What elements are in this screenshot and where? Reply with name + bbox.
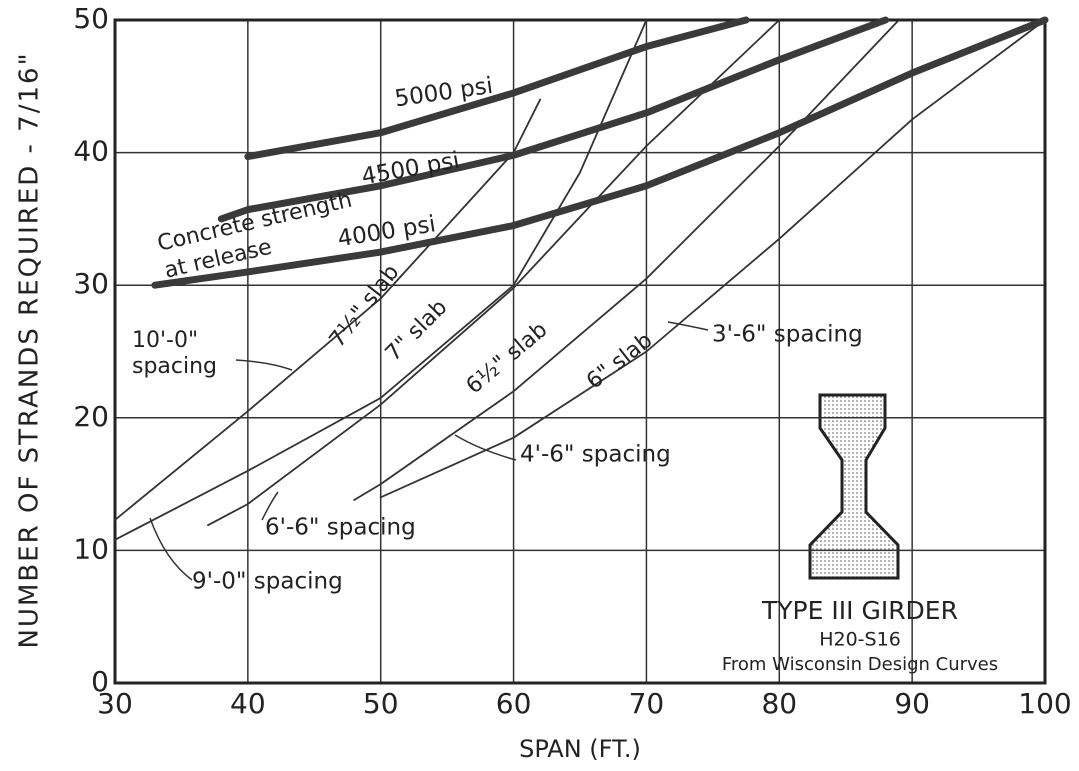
y-axis-title: NUMBER OF STRANDS REQUIRED - 7/16" [15,51,45,648]
series-label: 6'-6" spacing [265,515,416,541]
y-tick-label: 10 [73,532,109,565]
x-tick-label: 40 [230,687,266,720]
x-axis-title: SPAN (FT.) [519,735,641,763]
series-label: 4'-6" spacing [520,442,671,468]
series-label: 10'-0" spacing [132,328,237,380]
annotation: From Wisconsin Design Curves [722,654,998,675]
series-line [221,20,885,219]
y-tick-label: 0 [91,665,109,698]
y-tick-label: 30 [73,267,109,300]
x-tick-label: 70 [629,687,665,720]
series-label: 4500 psi [360,148,462,191]
y-tick-label: 40 [73,135,109,168]
y-tick-label: 20 [73,400,109,433]
y-tick-label: 50 [73,2,109,35]
x-tick-label: 50 [363,687,399,720]
chart: NUMBER OF STRANDS REQUIRED - 7/16" SPAN … [0,0,1079,771]
x-tick-label: 90 [894,687,930,720]
x-tick-label: 80 [761,687,797,720]
annotation: 7" slab [381,295,453,367]
x-tick-label: 60 [496,687,532,720]
page: NUMBER OF STRANDS REQUIRED - 7/16" SPAN … [0,0,1079,771]
series-label: 9'-0" spacing [192,569,343,595]
series-label: 3'-6" spacing [712,322,863,348]
x-tick-label: 100 [1018,687,1071,720]
annotation: TYPE III GIRDER [761,596,958,625]
annotation: 6½" slab [462,317,553,399]
annotation: H20-S16 [819,629,901,651]
series-line [248,20,746,157]
